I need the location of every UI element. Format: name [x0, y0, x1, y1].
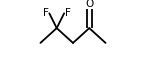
Text: F: F — [65, 8, 71, 18]
Text: O: O — [85, 0, 93, 9]
Text: F: F — [43, 8, 49, 18]
